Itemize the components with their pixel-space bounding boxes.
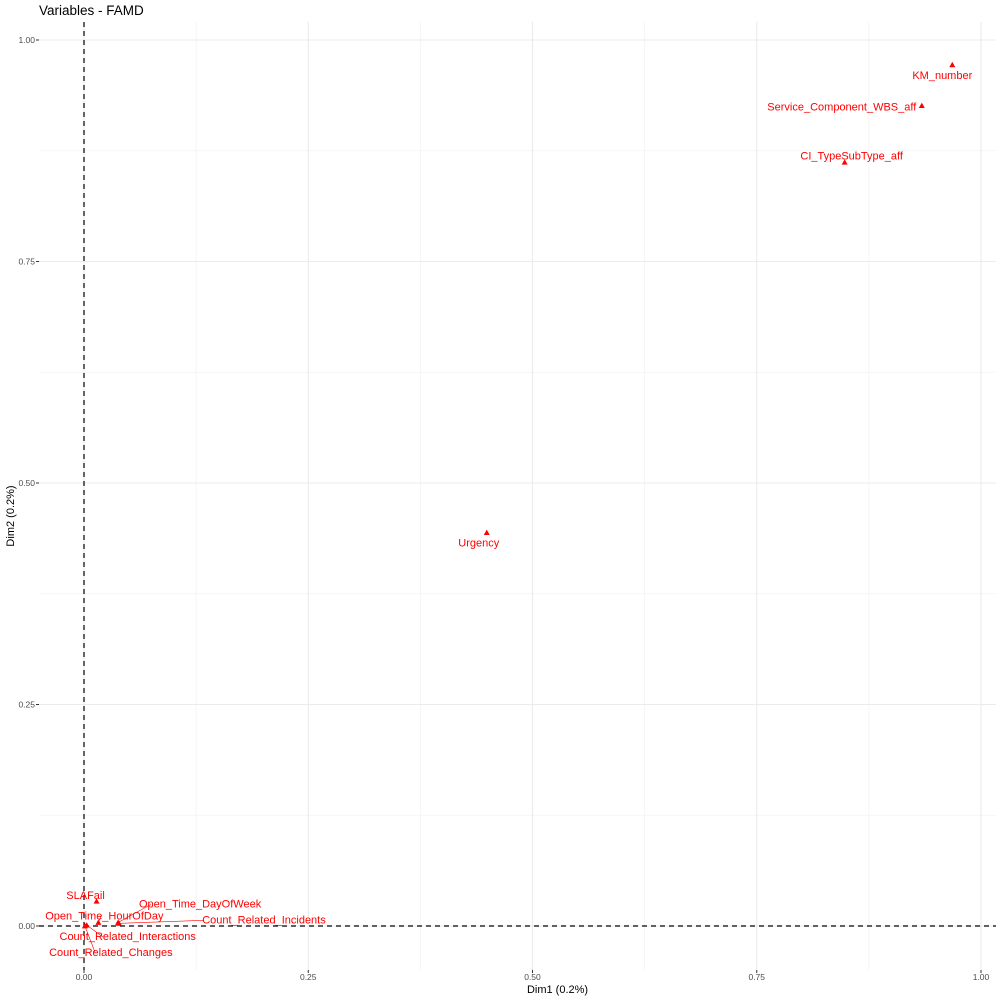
point-label: CI_TypeSubType_aff [800,150,903,162]
y-tick-label: 0.75 [18,257,35,267]
x-tick-label: 0.75 [748,972,765,982]
data-point-ci-typesubtype-aff [841,159,848,165]
point-label: KM_number [912,70,972,82]
x-tick-label: 0.50 [524,972,541,982]
data-point-slafail [93,898,100,904]
label-leader-line [117,904,152,923]
data-point-count-related-incidents [115,920,122,926]
label-leader-line [118,920,204,924]
y-axis-label: Dim2 (0.2%) [5,485,17,546]
x-axis-label: Dim1 (0.2%) [527,984,588,996]
y-tick-label: 0.25 [18,700,35,710]
x-tick-label: 0.25 [300,972,317,982]
y-tick-label: 1.00 [18,35,35,45]
x-tick-label: 1.00 [973,972,990,982]
data-point-service-component-wbs-aff [918,102,925,108]
y-tick-label: 0.00 [18,921,35,931]
chart-title: Variables - FAMD [39,3,144,18]
point-label: Count_Related_Interactions [60,931,197,943]
point-label: Service_Component_WBS_aff [767,102,917,114]
data-point-urgency [483,529,490,536]
point-label: Count_Related_Changes [49,947,173,959]
x-tick-label: 0.00 [76,972,93,982]
point-label: Open_Time_HourOfDay [45,910,164,922]
label-leader-line [84,925,96,954]
y-tick-label: 0.50 [18,478,35,488]
point-label: Urgency [458,538,499,550]
data-point-open-time-hourofday [95,919,102,925]
point-label: SLAFail [66,890,105,902]
point-label: Open_Time_DayOfWeek [139,898,262,910]
data-point-km-number [949,61,956,68]
point-label: Count_Related_Incidents [202,914,326,926]
data-point-count-related-changes [81,923,88,929]
